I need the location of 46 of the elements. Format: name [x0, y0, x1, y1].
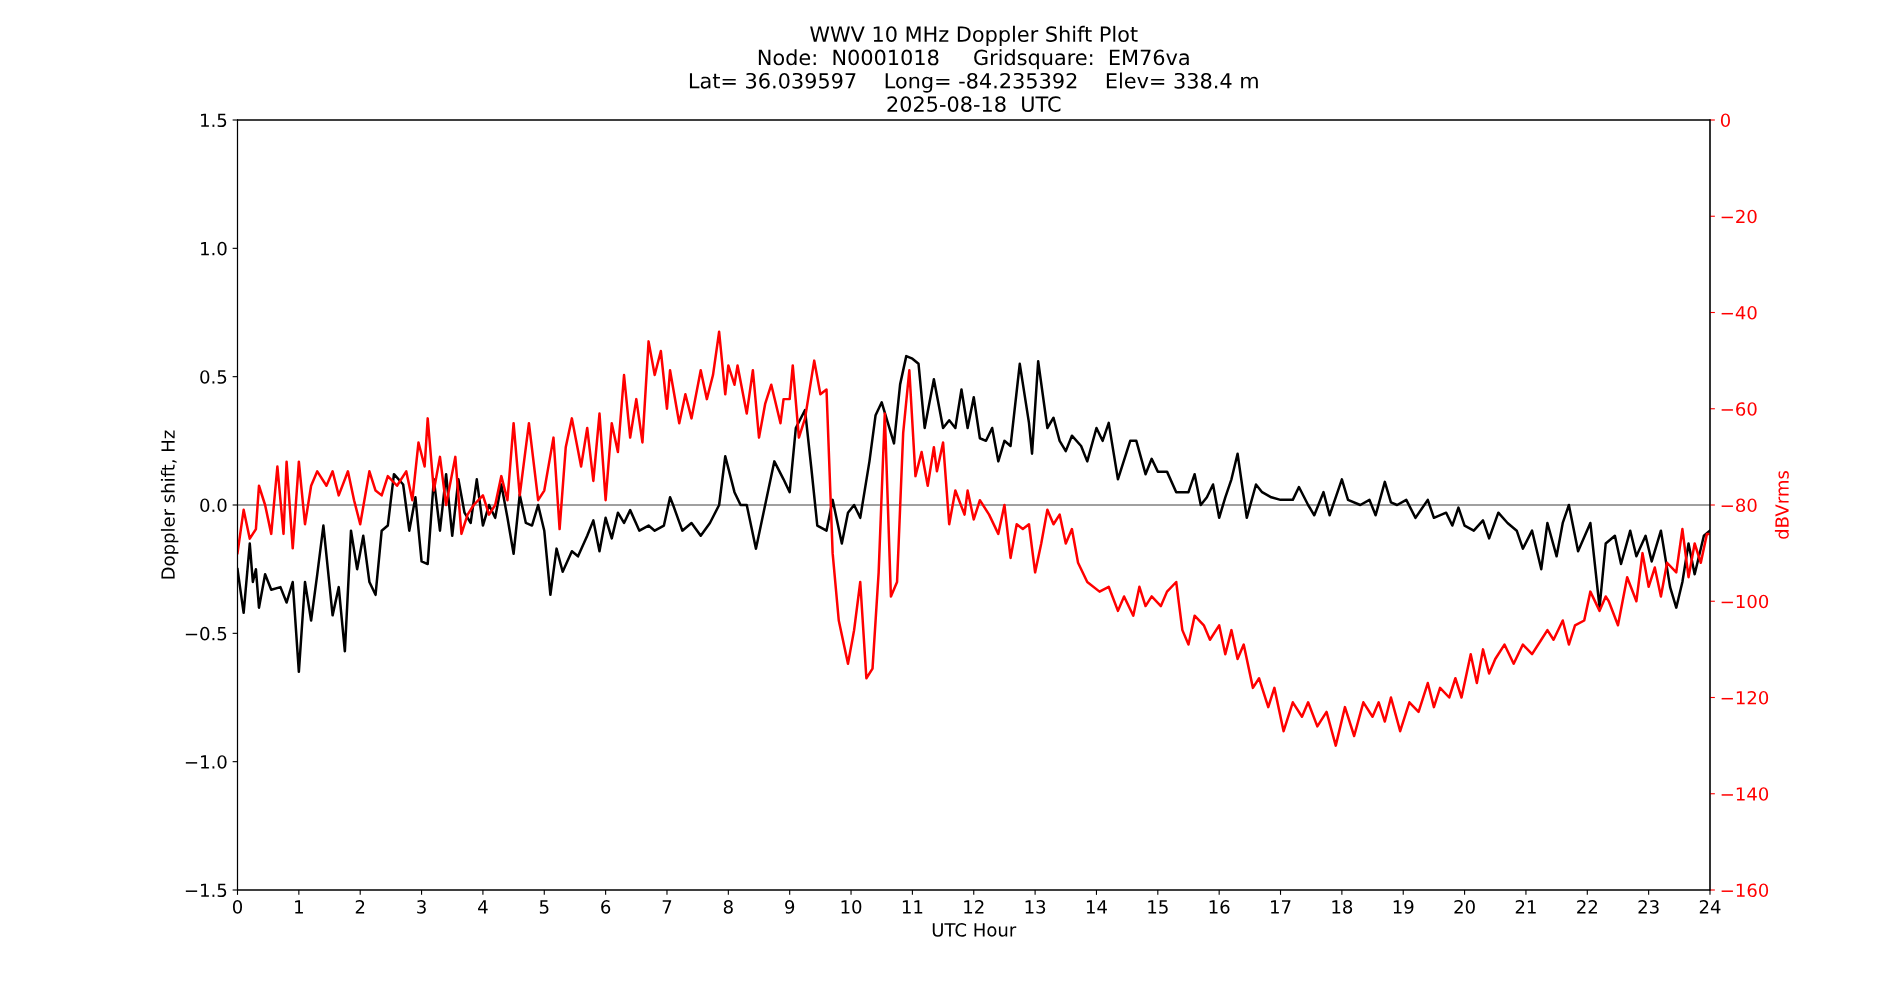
x-axis-title: UTC Hour	[932, 923, 1017, 937]
y2-tick-label: 0	[1720, 113, 1731, 128]
x-tick-label: 15	[1148, 900, 1168, 914]
x-tick-label: 8	[723, 900, 733, 914]
x-tick-label: 3	[417, 900, 426, 914]
x-tick-label: 5	[539, 900, 549, 914]
x-tick-label: 9	[785, 900, 795, 914]
y2-axis-title: dBVrms	[1774, 471, 1789, 539]
x-tick-label: 19	[1393, 900, 1414, 914]
y2-tick-label: −60	[1721, 402, 1757, 416]
x-tick-label: 20	[1454, 900, 1475, 914]
y2-tick-label: −100	[1721, 594, 1769, 609]
x-tick-label: 17	[1271, 900, 1291, 914]
x-tick-label: 23	[1638, 900, 1659, 914]
x-tick-label: 14	[1086, 900, 1107, 914]
x-tick-label: 7	[662, 900, 672, 914]
y2-tick-label: −120	[1721, 690, 1769, 705]
x-tick-label: 24	[1699, 900, 1721, 914]
x-tick-label: 4	[478, 900, 488, 914]
y2-tick-label: −160	[1721, 883, 1769, 898]
line-series	[237, 330, 1710, 747]
y-axis-title: Doppler shift, Hz	[160, 430, 179, 579]
chart-title: WWV 10 MHz Doppler Shift Plot Node: N0001018 Gridsquare: EM76va Lat= 36.039597 Long= -84.235392 Elev= 338.4 m 2025-08-18 UTC	[689, 25, 1258, 112]
y-tick-label: 0.5	[200, 370, 227, 384]
x-tick-label: 22	[1577, 900, 1597, 914]
x-tick-label: 13	[1025, 900, 1046, 914]
y-tick-label: 1.0	[201, 241, 227, 256]
x-tick-label: 1	[295, 900, 303, 914]
x-tick-label: 12	[964, 900, 984, 914]
x-tick-label: 10	[841, 900, 862, 914]
y-tick-label: 0.0	[200, 498, 227, 513]
y-tick-label: −1.5	[185, 883, 227, 898]
y-tick-label: −0.5	[185, 626, 227, 641]
y2-tick-label: −20	[1721, 209, 1757, 224]
y-tick-label: −1.0	[185, 755, 227, 769]
x-tick-label: 0	[232, 900, 243, 914]
x-tick-label: 16	[1209, 900, 1230, 914]
x-tick-label: 11	[902, 900, 923, 914]
x-tick-label: 6	[601, 900, 611, 914]
y2-tick-label: −140	[1721, 787, 1769, 801]
x-tick-label: 21	[1515, 900, 1536, 914]
x-tick-label: 18	[1332, 900, 1353, 914]
y2-tick-label: −40	[1721, 305, 1757, 320]
y-tick-label: 1.5	[201, 113, 227, 128]
x-tick-label: 2	[355, 900, 365, 914]
y2-tick-label: −80	[1721, 498, 1757, 513]
